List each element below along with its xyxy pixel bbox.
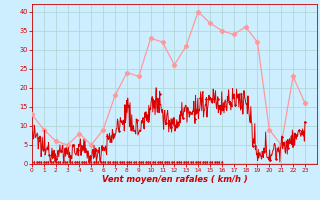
- X-axis label: Vent moyen/en rafales ( km/h ): Vent moyen/en rafales ( km/h ): [101, 175, 247, 184]
